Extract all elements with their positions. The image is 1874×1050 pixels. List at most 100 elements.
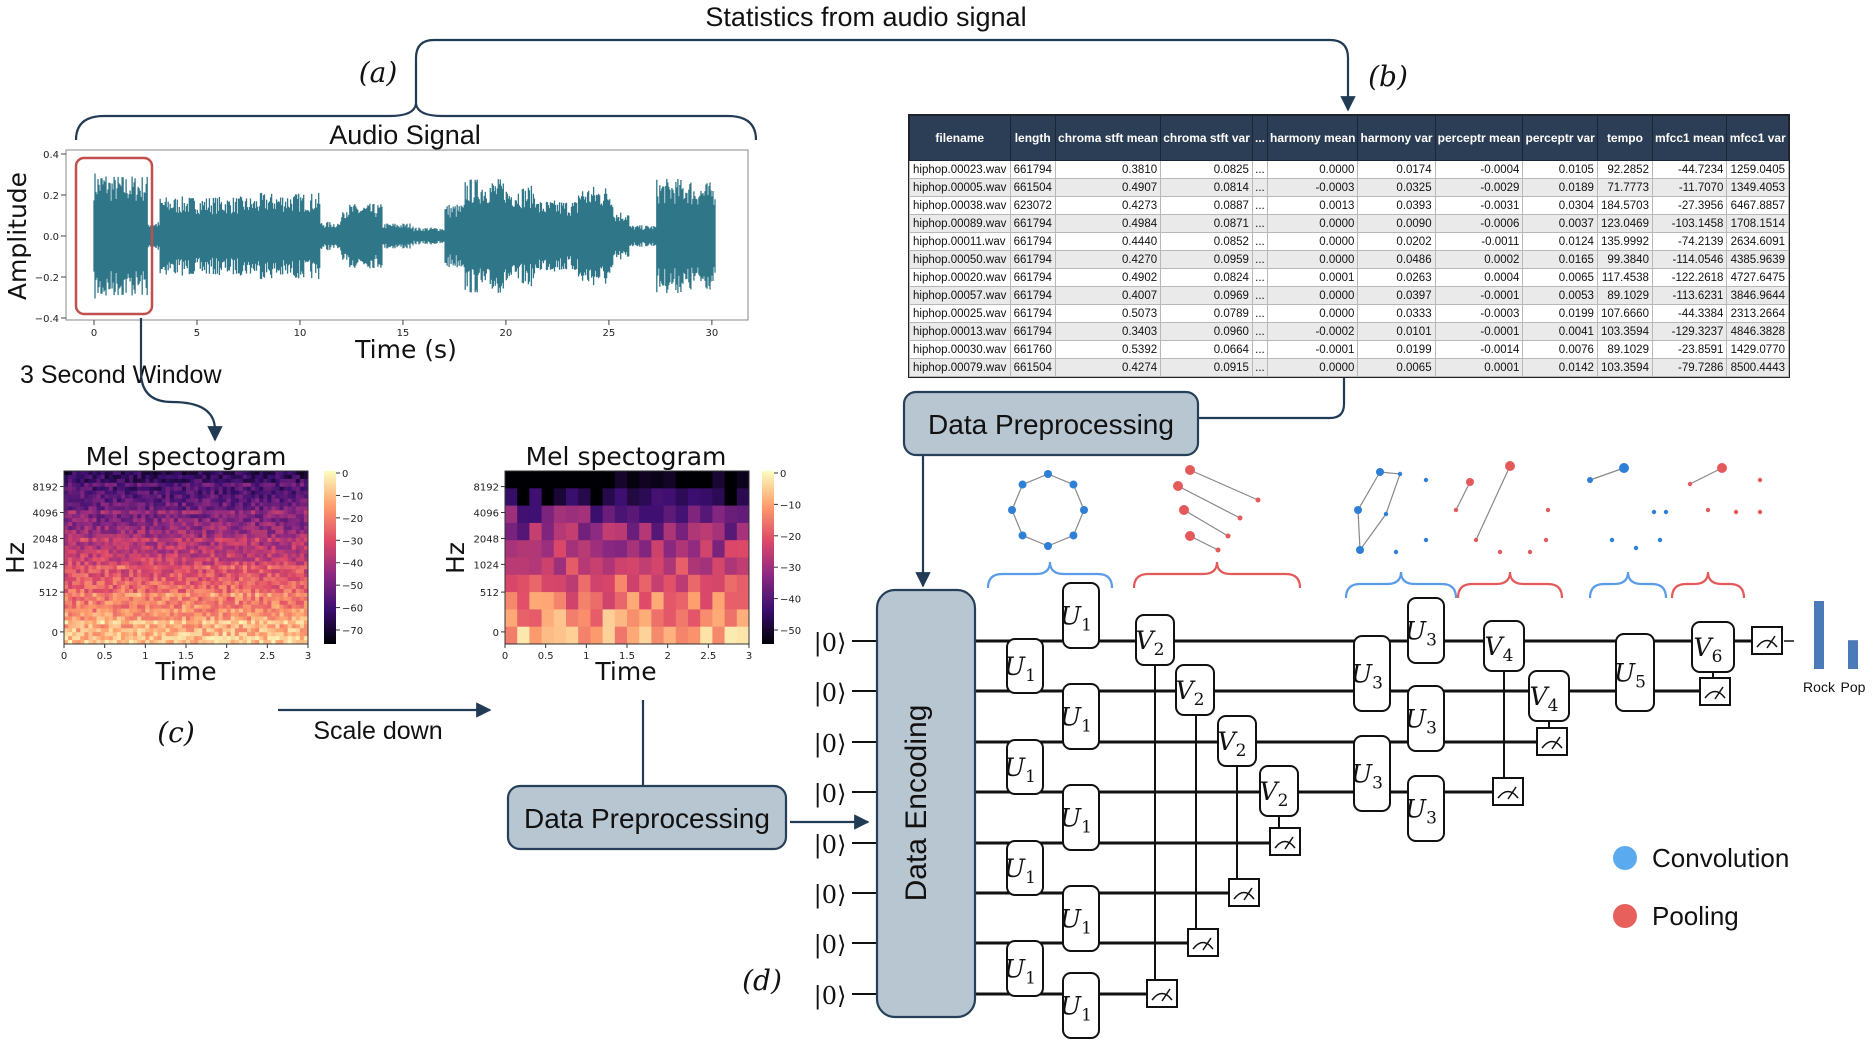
spectrogram-cell: [129, 518, 134, 523]
spectrogram-cell: [181, 482, 187, 488]
spectrogram-cell: [108, 522, 114, 527]
spectrogram-cell: [218, 474, 223, 480]
spectrogram-cell: [125, 636, 130, 641]
table-cell: 0.0304: [1522, 196, 1598, 215]
spectrogram-cell: [72, 478, 77, 484]
spectrogram-cell: [214, 565, 219, 570]
spectrogram-cell: [92, 510, 97, 515]
spectrogram-cell: [92, 486, 97, 492]
spectrogram-cell: [263, 569, 268, 574]
spectrogram-cell: [291, 632, 297, 637]
spectrogram-cell: [226, 612, 232, 617]
spectrogram-cell: [96, 632, 101, 637]
spectrogram-cell: [72, 537, 77, 543]
spectrogram-cell: [222, 502, 228, 507]
spectrogram-cell: [157, 522, 162, 527]
spectrogram-cell: [169, 581, 175, 586]
spectrogram-cell: [125, 533, 130, 539]
table-cell: hiphop.00025.wav: [909, 304, 1011, 323]
spectrogram-cell: [271, 561, 276, 566]
spectrogram-cell: [181, 592, 187, 598]
spectrogram-cell: [181, 498, 187, 503]
graph-node: [1255, 497, 1261, 503]
spectrogram-cell: [198, 533, 203, 539]
spectrogram-cell: [271, 628, 276, 633]
spectrogram-cell: [104, 506, 110, 511]
spectrogram-cell: [291, 569, 297, 574]
spectrogram-cell: [291, 624, 297, 629]
spectrogram-cell: [165, 502, 171, 507]
spectrogram-cell: [251, 600, 256, 606]
spectrogram-cell: [137, 545, 142, 551]
spectrogram-cell: [242, 585, 248, 590]
spectrogram-cell: [120, 471, 126, 476]
spectrogram-cell: [72, 569, 77, 574]
spectrogram-cell: [149, 518, 154, 523]
spectrogram-cell: [169, 632, 175, 637]
spectrogram-cell: [541, 574, 555, 593]
spectrogram-cell: [141, 518, 146, 523]
spectrogram-cell: [214, 585, 219, 590]
spectrogram-cell: [614, 471, 628, 489]
spectrogram-cell: [72, 612, 77, 617]
spectrogram-cell: [125, 632, 130, 637]
circuit-gate: V4: [1528, 670, 1570, 722]
spectrogram-cell: [736, 505, 750, 524]
spectrogram-cell: [210, 585, 215, 590]
spectrogram-cell: [76, 604, 81, 610]
spectrogram-cell: [153, 506, 158, 511]
spectrogram-cell: [247, 640, 252, 645]
spectrogram-cell: [92, 494, 97, 499]
spectrogram-cell: [120, 494, 126, 499]
spectrogram-cell: [186, 628, 191, 633]
spectrogram-cell: [100, 490, 106, 495]
spectrogram-cell: [291, 541, 297, 547]
graph-edge: [1011, 509, 1024, 536]
graph-node: [1453, 507, 1459, 513]
spectrogram-cell: [578, 574, 591, 593]
spectrogram-cell: [177, 612, 183, 617]
spectrogram-cell: [303, 490, 309, 495]
spectrogram-cell: [153, 573, 158, 578]
spectrogram-cell: [299, 474, 305, 480]
feature-table-column-header: chroma stft mean: [1054, 115, 1162, 161]
spectrogram-cell: [222, 608, 228, 613]
spectrogram-cell: [287, 588, 293, 594]
table-cell: -0.0003: [1434, 304, 1524, 323]
spectrogram-cell: [287, 636, 293, 641]
spectrogram-cell: [173, 549, 179, 554]
spectrogram-cell: [161, 541, 167, 547]
spectrogram-y-tick: 8192: [474, 483, 499, 494]
spectrogram-cell: [177, 529, 183, 535]
table-cell: 135.9992: [1596, 232, 1653, 251]
spectrogram-cell: [80, 502, 85, 507]
spectrogram-cell: [80, 518, 85, 523]
spectrogram-cell: [177, 478, 183, 484]
spectrogram-cell: [186, 588, 191, 594]
spectrogram-cell: [279, 486, 284, 492]
spectrogram-cell: [157, 494, 162, 499]
spectrogram-cell: [275, 620, 280, 625]
graph-node: [1733, 509, 1739, 515]
spectrogram-cell: [68, 510, 73, 515]
spectrogram-cell: [141, 526, 146, 531]
spectrogram-cell: [165, 561, 171, 566]
spectrogram-cell: [181, 624, 187, 629]
spectrogram-cell: [590, 522, 603, 541]
spectrogram-cell: [141, 529, 146, 535]
spectrogram-cell: [627, 574, 640, 593]
spectrogram-cell: [202, 569, 207, 574]
spectrogram-cell: [80, 585, 85, 590]
table-cell: ...: [1251, 322, 1268, 341]
spectrogram-cell: [271, 478, 276, 484]
spectrogram-cell: [287, 573, 293, 578]
spectrogram-cell: [157, 549, 162, 554]
spectrogram-cell: [72, 577, 77, 582]
spectrogram-cell: [251, 596, 256, 602]
table-cell: 0.0871: [1160, 214, 1253, 233]
spectrogram-cell: [149, 616, 154, 621]
spectrogram-x-tick: 1: [142, 651, 148, 662]
spectrogram-cell: [267, 498, 272, 503]
spectrogram-cell: [149, 474, 154, 480]
